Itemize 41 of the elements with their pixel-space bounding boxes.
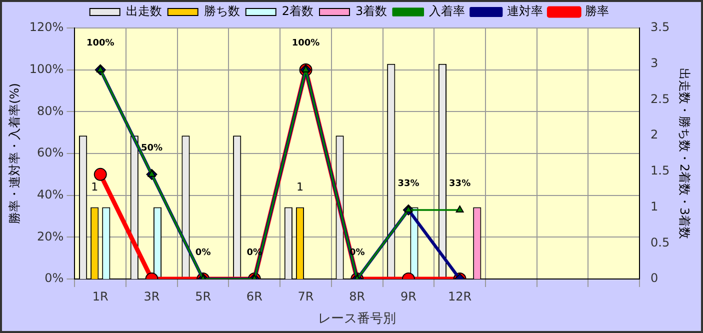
- data-label: 50%: [140, 143, 162, 154]
- data-label: 1: [296, 180, 304, 194]
- y-tick-label: 0%: [44, 271, 64, 286]
- x-axis-title: レース番号別: [318, 312, 396, 327]
- legend-label: 入着率: [429, 4, 466, 18]
- y-tick-label: 40%: [37, 187, 64, 202]
- x-tick-label: 8R: [349, 289, 366, 304]
- x-tick-label: 1R: [92, 289, 108, 304]
- x-tick-label: 7R: [298, 289, 314, 304]
- y2-tick-label: 2.5: [650, 92, 670, 106]
- legend-label: 2着数: [282, 4, 314, 18]
- y2-tick-label: 3: [650, 56, 658, 70]
- y2-tick-label: 1.5: [650, 164, 670, 178]
- y-tick-label: 80%: [37, 104, 64, 118]
- x-tick-label: 9R: [400, 289, 416, 304]
- y2-tick-label: 2: [650, 128, 658, 142]
- x-tick-label: 3R: [144, 289, 160, 304]
- legend-label: 勝率: [585, 4, 610, 18]
- y2-axis-title: 出走数・勝ち数・2着数・3着数: [678, 68, 692, 240]
- y-tick-label: 60%: [37, 146, 64, 160]
- x-tick-label: 12R: [448, 289, 472, 304]
- data-label: 33%: [398, 178, 420, 189]
- x-tick-label: 6R: [246, 289, 262, 304]
- data-label: 1: [91, 180, 98, 194]
- y-tick-label: 120%: [29, 20, 64, 34]
- x-tick-label: 5R: [195, 289, 212, 304]
- y2-tick-label: 0: [650, 271, 658, 286]
- y2-tick-label: 3.5: [650, 20, 670, 34]
- y2-tick-label: 0.5: [650, 235, 670, 250]
- y-tick-label: 20%: [37, 229, 64, 244]
- legend-label: 連対率: [507, 4, 544, 18]
- y-tick-label: 100%: [29, 62, 64, 76]
- legend-label: 出走数: [126, 4, 162, 18]
- y-axis-title: 勝率・連対率・入着率(%): [7, 83, 22, 224]
- y2-tick-label: 1: [650, 199, 658, 214]
- legend-label: 3着数: [356, 4, 388, 18]
- data-label: 0%: [195, 248, 211, 258]
- data-label: 100%: [86, 38, 114, 49]
- data-label: 100%: [292, 38, 320, 49]
- legend-label: 勝ち数: [204, 4, 240, 18]
- data-label: 33%: [449, 178, 471, 189]
